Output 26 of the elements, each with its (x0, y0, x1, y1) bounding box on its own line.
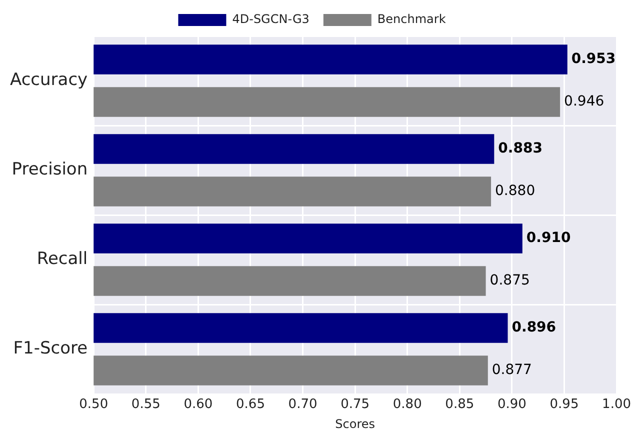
data-label: 0.896 (512, 320, 556, 336)
legend-label: 4D-SGCN-G3 (232, 12, 310, 26)
data-label: 0.910 (526, 230, 571, 246)
x-tick-label: 0.80 (392, 397, 422, 412)
data-label: 0.875 (490, 272, 530, 289)
x-tick-label: 0.70 (288, 397, 318, 412)
y-tick-label: F1-Score (13, 338, 88, 359)
data-label: 0.880 (495, 183, 536, 200)
y-tick-label: Recall (36, 249, 88, 270)
y-tick-label: Precision (12, 160, 88, 180)
x-tick-label: 0.50 (79, 397, 108, 412)
x-tick-label: 0.65 (236, 397, 265, 412)
x-tick-label: 0.85 (445, 397, 474, 412)
y-tick-label: Accuracy (10, 70, 88, 90)
data-label: 0.953 (571, 51, 616, 68)
data-label: 0.877 (492, 362, 532, 378)
x-tick-label: 0.90 (497, 397, 526, 412)
x-tick-label: 1.00 (602, 397, 632, 412)
x-axis-title: Scores (335, 416, 376, 431)
x-tick-label: 0.75 (340, 397, 370, 412)
x-tick-label: 0.55 (131, 397, 160, 412)
x-tick-label: 0.60 (184, 397, 213, 412)
data-label: 0.883 (498, 140, 542, 157)
data-label: 0.946 (564, 94, 604, 110)
legend-label: Benchmark (377, 12, 446, 26)
x-tick-label: 0.95 (550, 397, 579, 412)
